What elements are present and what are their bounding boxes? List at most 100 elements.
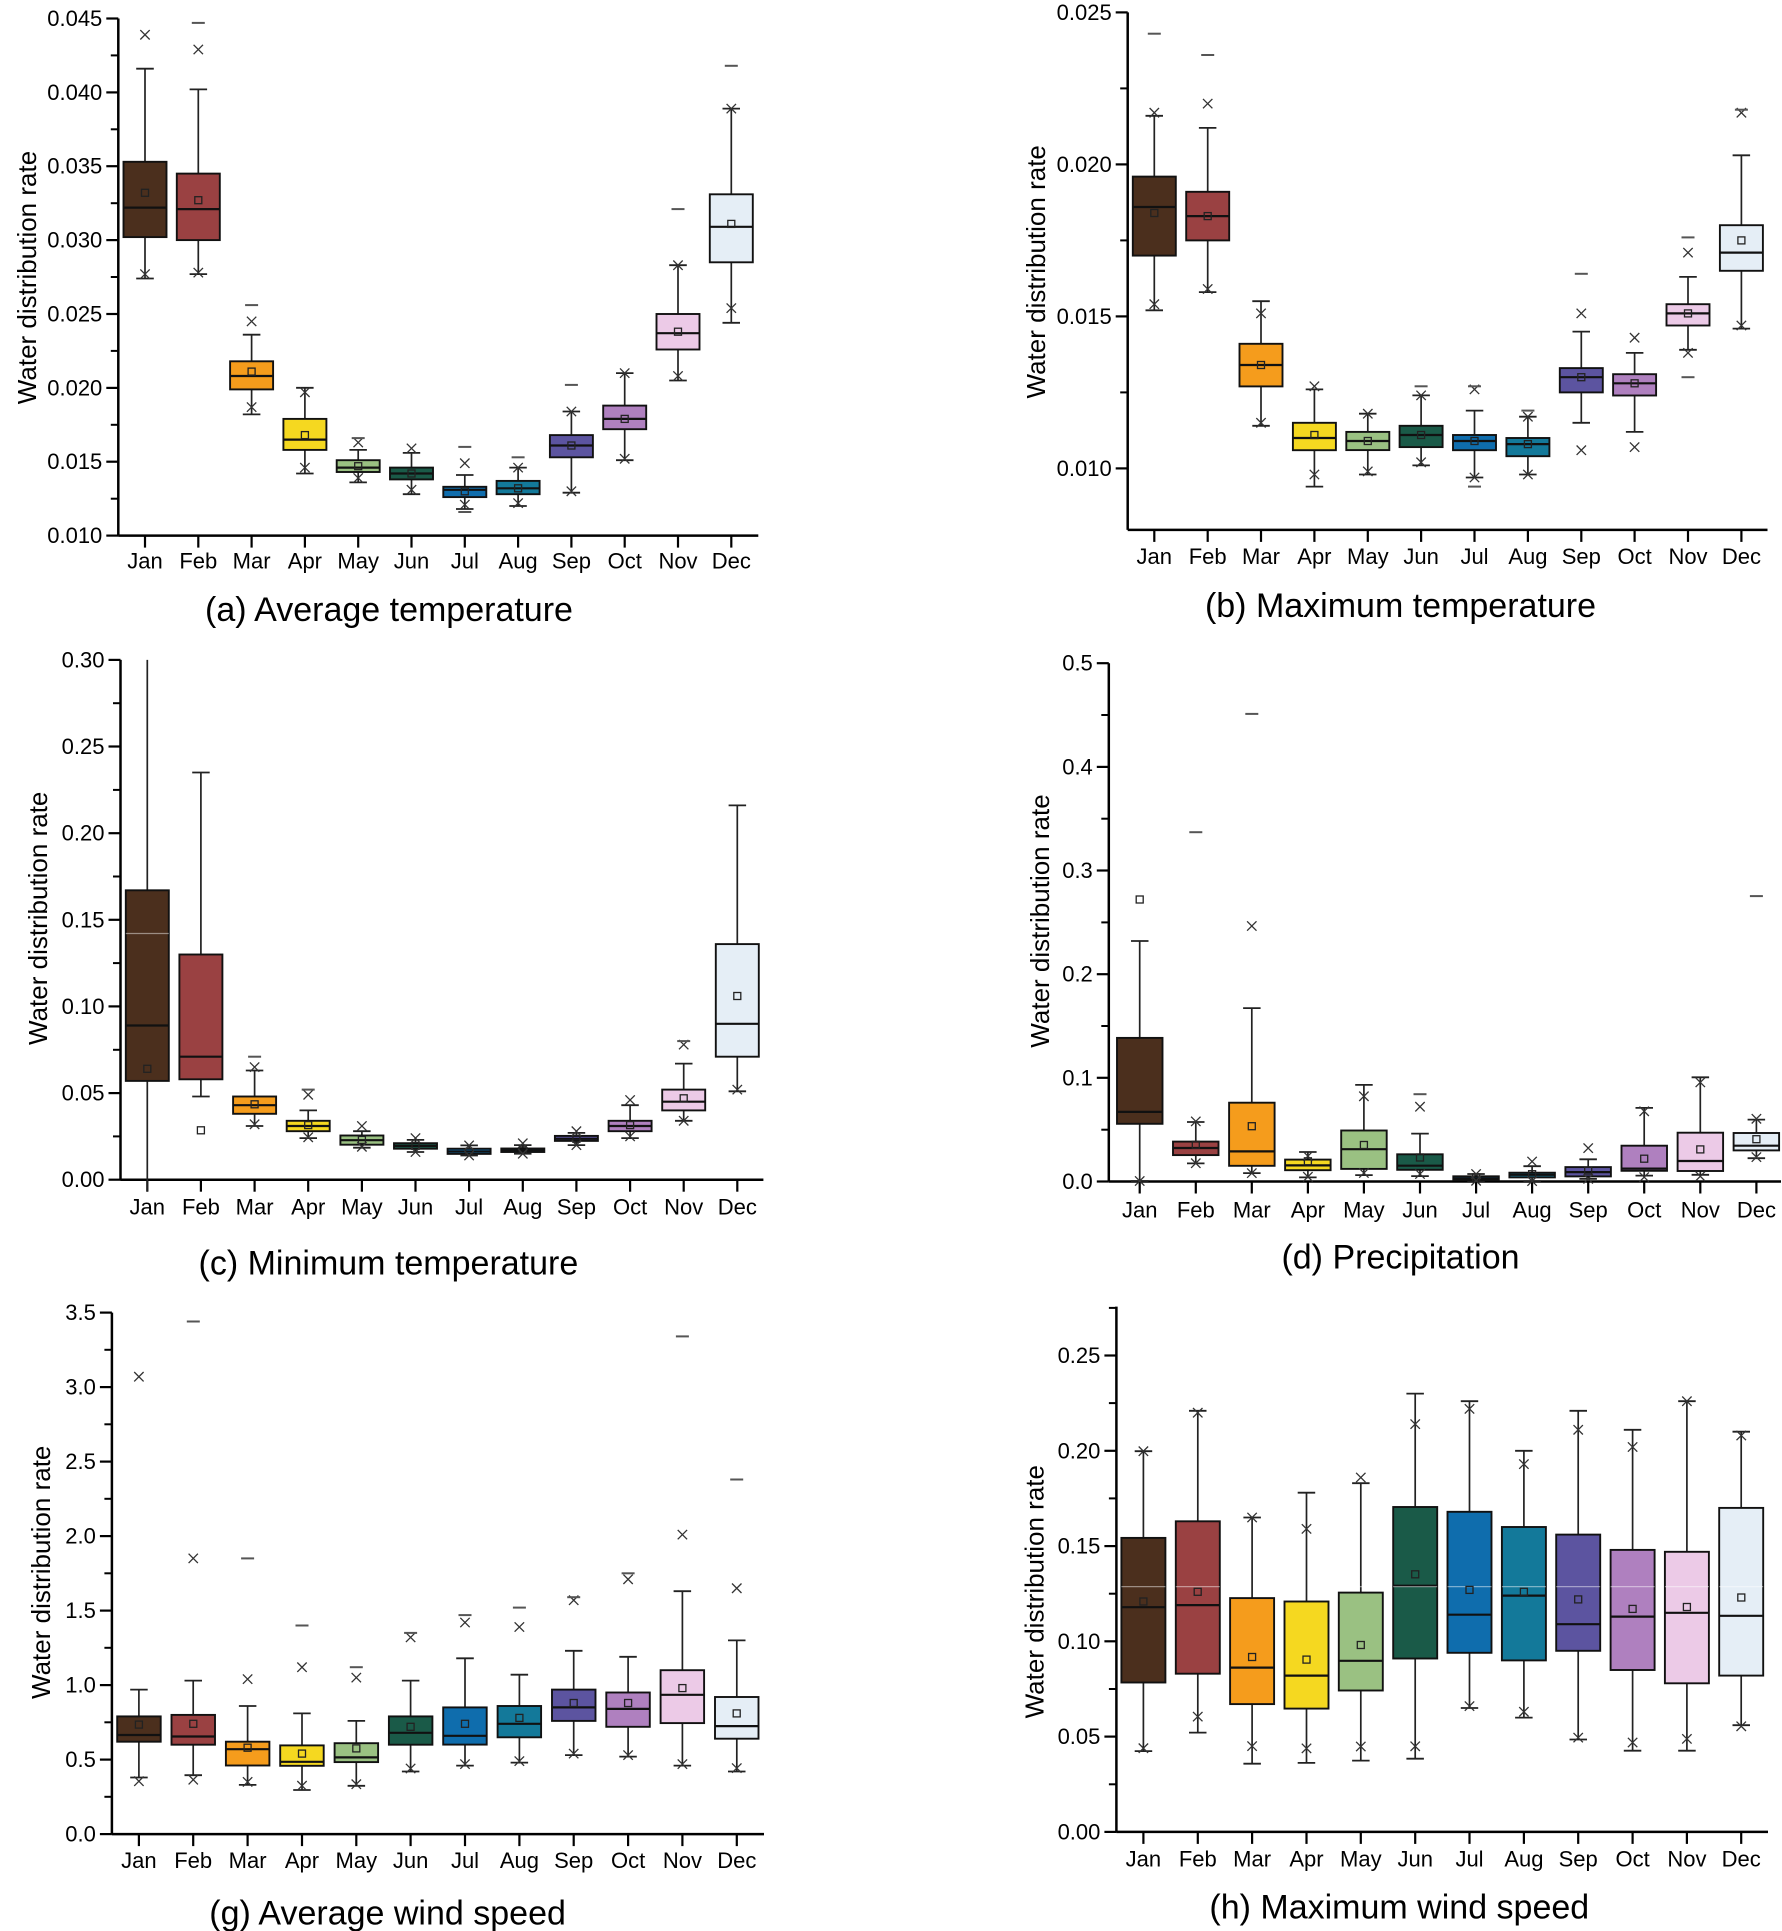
svg-text:Dec: Dec bbox=[1737, 1198, 1776, 1223]
svg-text:0.5: 0.5 bbox=[65, 1747, 96, 1772]
svg-text:Aug: Aug bbox=[499, 549, 538, 574]
svg-text:0.0: 0.0 bbox=[65, 1822, 96, 1847]
svg-text:May: May bbox=[337, 549, 379, 574]
svg-text:May: May bbox=[1343, 1198, 1385, 1223]
svg-text:Water distribution rate: Water distribution rate bbox=[26, 1446, 56, 1699]
svg-text:Nov: Nov bbox=[1667, 1846, 1706, 1871]
svg-text:Oct: Oct bbox=[611, 1848, 645, 1873]
svg-text:0.035: 0.035 bbox=[47, 154, 102, 179]
svg-text:Jul: Jul bbox=[455, 1195, 483, 1220]
svg-text:Jan: Jan bbox=[127, 549, 162, 574]
svg-text:0.30: 0.30 bbox=[62, 647, 105, 672]
svg-text:Water distribution rate: Water distribution rate bbox=[12, 151, 42, 404]
svg-text:0.00: 0.00 bbox=[62, 1167, 105, 1192]
svg-text:0.1: 0.1 bbox=[1062, 1065, 1093, 1090]
svg-text:2.0: 2.0 bbox=[65, 1524, 96, 1549]
svg-text:Oct: Oct bbox=[613, 1195, 647, 1220]
svg-text:Jan: Jan bbox=[1122, 1198, 1157, 1223]
svg-text:Feb: Feb bbox=[1177, 1198, 1215, 1223]
svg-text:Dec: Dec bbox=[717, 1848, 756, 1873]
svg-text:Water distribution rate: Water distribution rate bbox=[1021, 145, 1051, 398]
svg-text:0.045: 0.045 bbox=[47, 6, 102, 31]
svg-text:0.015: 0.015 bbox=[1057, 304, 1112, 329]
svg-text:Nov: Nov bbox=[663, 1848, 702, 1873]
svg-text:Apr: Apr bbox=[291, 1195, 325, 1220]
svg-text:0.025: 0.025 bbox=[1057, 0, 1112, 25]
svg-text:Sep: Sep bbox=[554, 1848, 593, 1873]
svg-text:0.020: 0.020 bbox=[47, 375, 102, 400]
svg-text:Mar: Mar bbox=[233, 549, 271, 574]
svg-text:2.5: 2.5 bbox=[65, 1449, 96, 1474]
svg-text:Jun: Jun bbox=[1397, 1846, 1432, 1871]
svg-text:Aug: Aug bbox=[1513, 1198, 1552, 1223]
svg-text:Nov: Nov bbox=[1681, 1198, 1720, 1223]
svg-text:Mar: Mar bbox=[1233, 1198, 1271, 1223]
svg-text:1.0: 1.0 bbox=[65, 1673, 96, 1698]
svg-text:Jun: Jun bbox=[1403, 544, 1438, 569]
svg-text:0.15: 0.15 bbox=[62, 907, 105, 932]
svg-text:(c) Minimum temperature: (c) Minimum temperature bbox=[199, 1244, 579, 1282]
svg-text:0.05: 0.05 bbox=[1058, 1724, 1101, 1749]
svg-text:0.010: 0.010 bbox=[1057, 456, 1112, 481]
svg-text:Feb: Feb bbox=[179, 549, 217, 574]
svg-text:Sep: Sep bbox=[557, 1195, 596, 1220]
svg-text:Jul: Jul bbox=[1462, 1198, 1490, 1223]
svg-text:May: May bbox=[1347, 544, 1389, 569]
svg-text:Feb: Feb bbox=[182, 1195, 220, 1220]
svg-text:Sep: Sep bbox=[552, 549, 591, 574]
svg-text:(d) Precipitation: (d) Precipitation bbox=[1281, 1238, 1519, 1276]
svg-text:(h) Maximum wind speed: (h) Maximum wind speed bbox=[1209, 1888, 1589, 1926]
svg-text:Nov: Nov bbox=[664, 1195, 703, 1220]
svg-text:Jul: Jul bbox=[451, 549, 479, 574]
svg-text:Dec: Dec bbox=[1722, 544, 1761, 569]
svg-text:Jul: Jul bbox=[1460, 544, 1488, 569]
svg-text:3.5: 3.5 bbox=[65, 1300, 96, 1325]
svg-text:0.05: 0.05 bbox=[62, 1081, 105, 1106]
svg-text:Apr: Apr bbox=[1291, 1198, 1325, 1223]
svg-text:May: May bbox=[336, 1848, 378, 1873]
svg-text:3.0: 3.0 bbox=[65, 1375, 96, 1400]
svg-text:Feb: Feb bbox=[174, 1848, 212, 1873]
svg-text:Sep: Sep bbox=[1559, 1846, 1598, 1871]
svg-text:1.5: 1.5 bbox=[65, 1598, 96, 1623]
svg-text:0.10: 0.10 bbox=[1058, 1629, 1101, 1654]
svg-text:Oct: Oct bbox=[608, 549, 642, 574]
svg-text:Dec: Dec bbox=[718, 1195, 757, 1220]
svg-text:0.030: 0.030 bbox=[47, 228, 102, 253]
svg-text:0.040: 0.040 bbox=[47, 80, 102, 105]
svg-text:Oct: Oct bbox=[1617, 544, 1651, 569]
svg-text:Apr: Apr bbox=[288, 549, 322, 574]
svg-text:Jan: Jan bbox=[1137, 544, 1172, 569]
svg-text:Apr: Apr bbox=[285, 1848, 319, 1873]
svg-text:Mar: Mar bbox=[229, 1848, 267, 1873]
svg-text:Dec: Dec bbox=[712, 549, 751, 574]
svg-text:Water distribution rate: Water distribution rate bbox=[23, 792, 53, 1045]
svg-text:Jul: Jul bbox=[1455, 1846, 1483, 1871]
svg-text:May: May bbox=[1340, 1846, 1382, 1871]
svg-text:Jun: Jun bbox=[398, 1195, 433, 1220]
svg-text:0.2: 0.2 bbox=[1062, 962, 1093, 987]
svg-text:0.4: 0.4 bbox=[1062, 754, 1093, 779]
svg-text:Jun: Jun bbox=[1402, 1198, 1437, 1223]
svg-text:Feb: Feb bbox=[1189, 544, 1227, 569]
svg-text:Jul: Jul bbox=[451, 1848, 479, 1873]
svg-text:Water distribution rate: Water distribution rate bbox=[1025, 794, 1055, 1047]
svg-text:Jun: Jun bbox=[394, 549, 429, 574]
svg-text:Mar: Mar bbox=[236, 1195, 274, 1220]
svg-text:0.5: 0.5 bbox=[1062, 651, 1093, 676]
svg-text:0.25: 0.25 bbox=[62, 734, 105, 759]
svg-text:Oct: Oct bbox=[1615, 1846, 1649, 1871]
svg-text:Sep: Sep bbox=[1569, 1198, 1608, 1223]
svg-text:0.015: 0.015 bbox=[47, 449, 102, 474]
svg-text:Aug: Aug bbox=[1504, 1846, 1543, 1871]
svg-text:Water distribution rate: Water distribution rate bbox=[1020, 1465, 1050, 1718]
svg-text:0.020: 0.020 bbox=[1057, 152, 1112, 177]
svg-text:0.3: 0.3 bbox=[1062, 858, 1093, 883]
svg-text:Jan: Jan bbox=[121, 1848, 156, 1873]
svg-text:Aug: Aug bbox=[500, 1848, 539, 1873]
svg-text:0.15: 0.15 bbox=[1058, 1534, 1101, 1559]
svg-text:0.20: 0.20 bbox=[62, 821, 105, 846]
svg-text:0.20: 0.20 bbox=[1058, 1438, 1101, 1463]
svg-text:0.10: 0.10 bbox=[62, 994, 105, 1019]
svg-text:0.025: 0.025 bbox=[47, 302, 102, 327]
